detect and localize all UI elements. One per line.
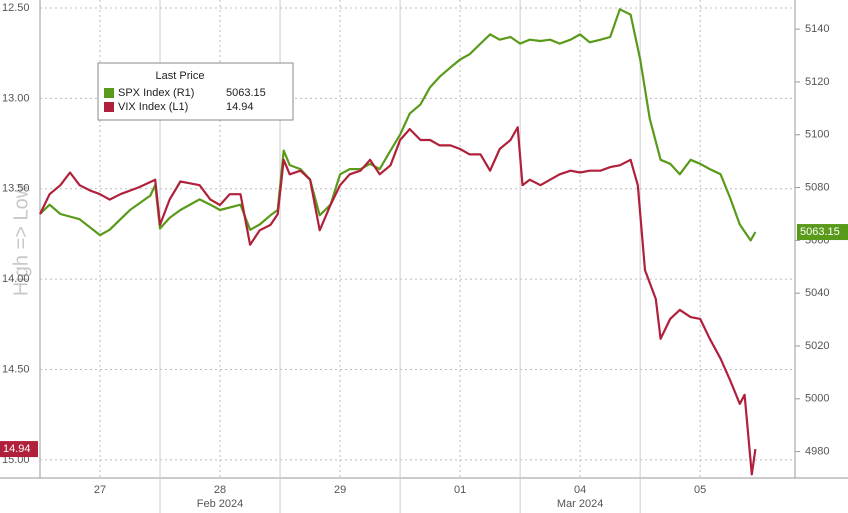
y2-tick-label: 4980 xyxy=(805,446,829,458)
y2-tick-label: 5000 xyxy=(805,393,829,405)
y2-tick-label: 5080 xyxy=(805,181,829,193)
x-tick-label: 05 xyxy=(694,484,706,496)
last-value-label: 14.94 xyxy=(3,443,31,455)
legend-swatch xyxy=(104,102,114,112)
last-value-box xyxy=(0,441,38,458)
y-tick-label: 12.50 xyxy=(2,2,30,14)
y2-tick-label: 5120 xyxy=(805,76,829,88)
legend-label: VIX Index (L1) xyxy=(118,101,188,113)
legend-label: SPX Index (R1) xyxy=(118,87,194,99)
x-tick-label: 27 xyxy=(94,484,106,496)
series-line xyxy=(39,126,757,476)
y-tick-label: 13.00 xyxy=(2,92,30,104)
legend-value: 5063.15 xyxy=(226,87,266,99)
x-tick-label: 04 xyxy=(574,484,586,496)
legend-title: Last Price xyxy=(156,70,205,82)
y-tick-label: 14.50 xyxy=(2,363,30,375)
last-value-label: 5063.15 xyxy=(800,226,840,238)
x-tick-label: 29 xyxy=(334,484,346,496)
y-tick-label: 13.50 xyxy=(2,183,30,195)
series-line xyxy=(39,8,757,242)
x-tick-label: 01 xyxy=(454,484,466,496)
legend-swatch xyxy=(104,88,114,98)
last-value-box xyxy=(797,224,848,241)
legend-box xyxy=(97,62,294,121)
y-tick-label: 14.00 xyxy=(2,273,30,285)
y2-tick-label: 5140 xyxy=(805,23,829,35)
legend-value: 14.94 xyxy=(226,101,254,113)
month-label: Mar 2024 xyxy=(557,498,603,510)
x-tick-label: 28 xyxy=(214,484,226,496)
y2-tick-label: 5020 xyxy=(805,340,829,352)
y2-tick-label: 5040 xyxy=(805,287,829,299)
month-label: Feb 2024 xyxy=(197,498,243,510)
annotation: High => Low xyxy=(10,183,32,296)
legend: Last Price SPX Index (R1) 5063.15 VIX Index… xyxy=(97,62,294,121)
y2-tick-label: 5100 xyxy=(805,129,829,141)
